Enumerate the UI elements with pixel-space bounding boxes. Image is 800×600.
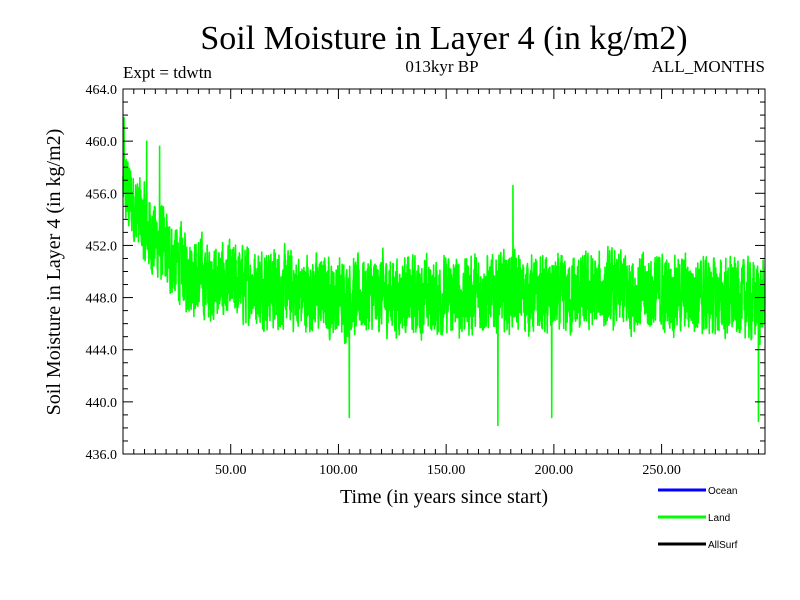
legend-label-allsurf: AllSurf [708, 540, 738, 551]
y-tick-label: 436.0 [86, 448, 118, 463]
legend-label-ocean: Ocean [708, 486, 737, 497]
y-tick-label: 460.0 [86, 135, 118, 150]
x-tick-label: 250.00 [642, 463, 681, 478]
y-axis-label: Soil Moisture in Layer 4 (in kg/m2) [43, 129, 65, 416]
chart-subtitle-left: Expt = tdwtn [123, 63, 212, 82]
x-tick-label: 50.00 [215, 463, 247, 478]
y-tick-label: 440.0 [86, 396, 118, 411]
y-tick-label: 444.0 [86, 344, 118, 359]
axes: 436.0 440.0 444.0 448.0 452.0 456.0 460.0 464.0… [86, 83, 766, 478]
y-tick-label: 452.0 [86, 239, 118, 254]
x-tick-label: 200.00 [535, 463, 574, 478]
x-tick-label: 100.00 [319, 463, 358, 478]
series-line-land [122, 116, 766, 427]
chart-subtitle-center: 013kyr BP [405, 57, 478, 76]
x-tick-label: 150.00 [427, 463, 466, 478]
chart-title: Soil Moisture in Layer 4 (in kg/m2) [200, 20, 687, 57]
plot-area [122, 116, 766, 427]
x-axis-label: Time (in years since start) [340, 486, 548, 508]
y-tick-label: 456.0 [86, 187, 118, 202]
chart-subtitle-right: ALL_MONTHS [652, 57, 765, 76]
legend: Ocean Land AllSurf [658, 486, 738, 551]
legend-label-land: Land [708, 513, 730, 524]
y-tick-label: 448.0 [86, 292, 118, 307]
y-tick-label: 464.0 [86, 83, 118, 98]
